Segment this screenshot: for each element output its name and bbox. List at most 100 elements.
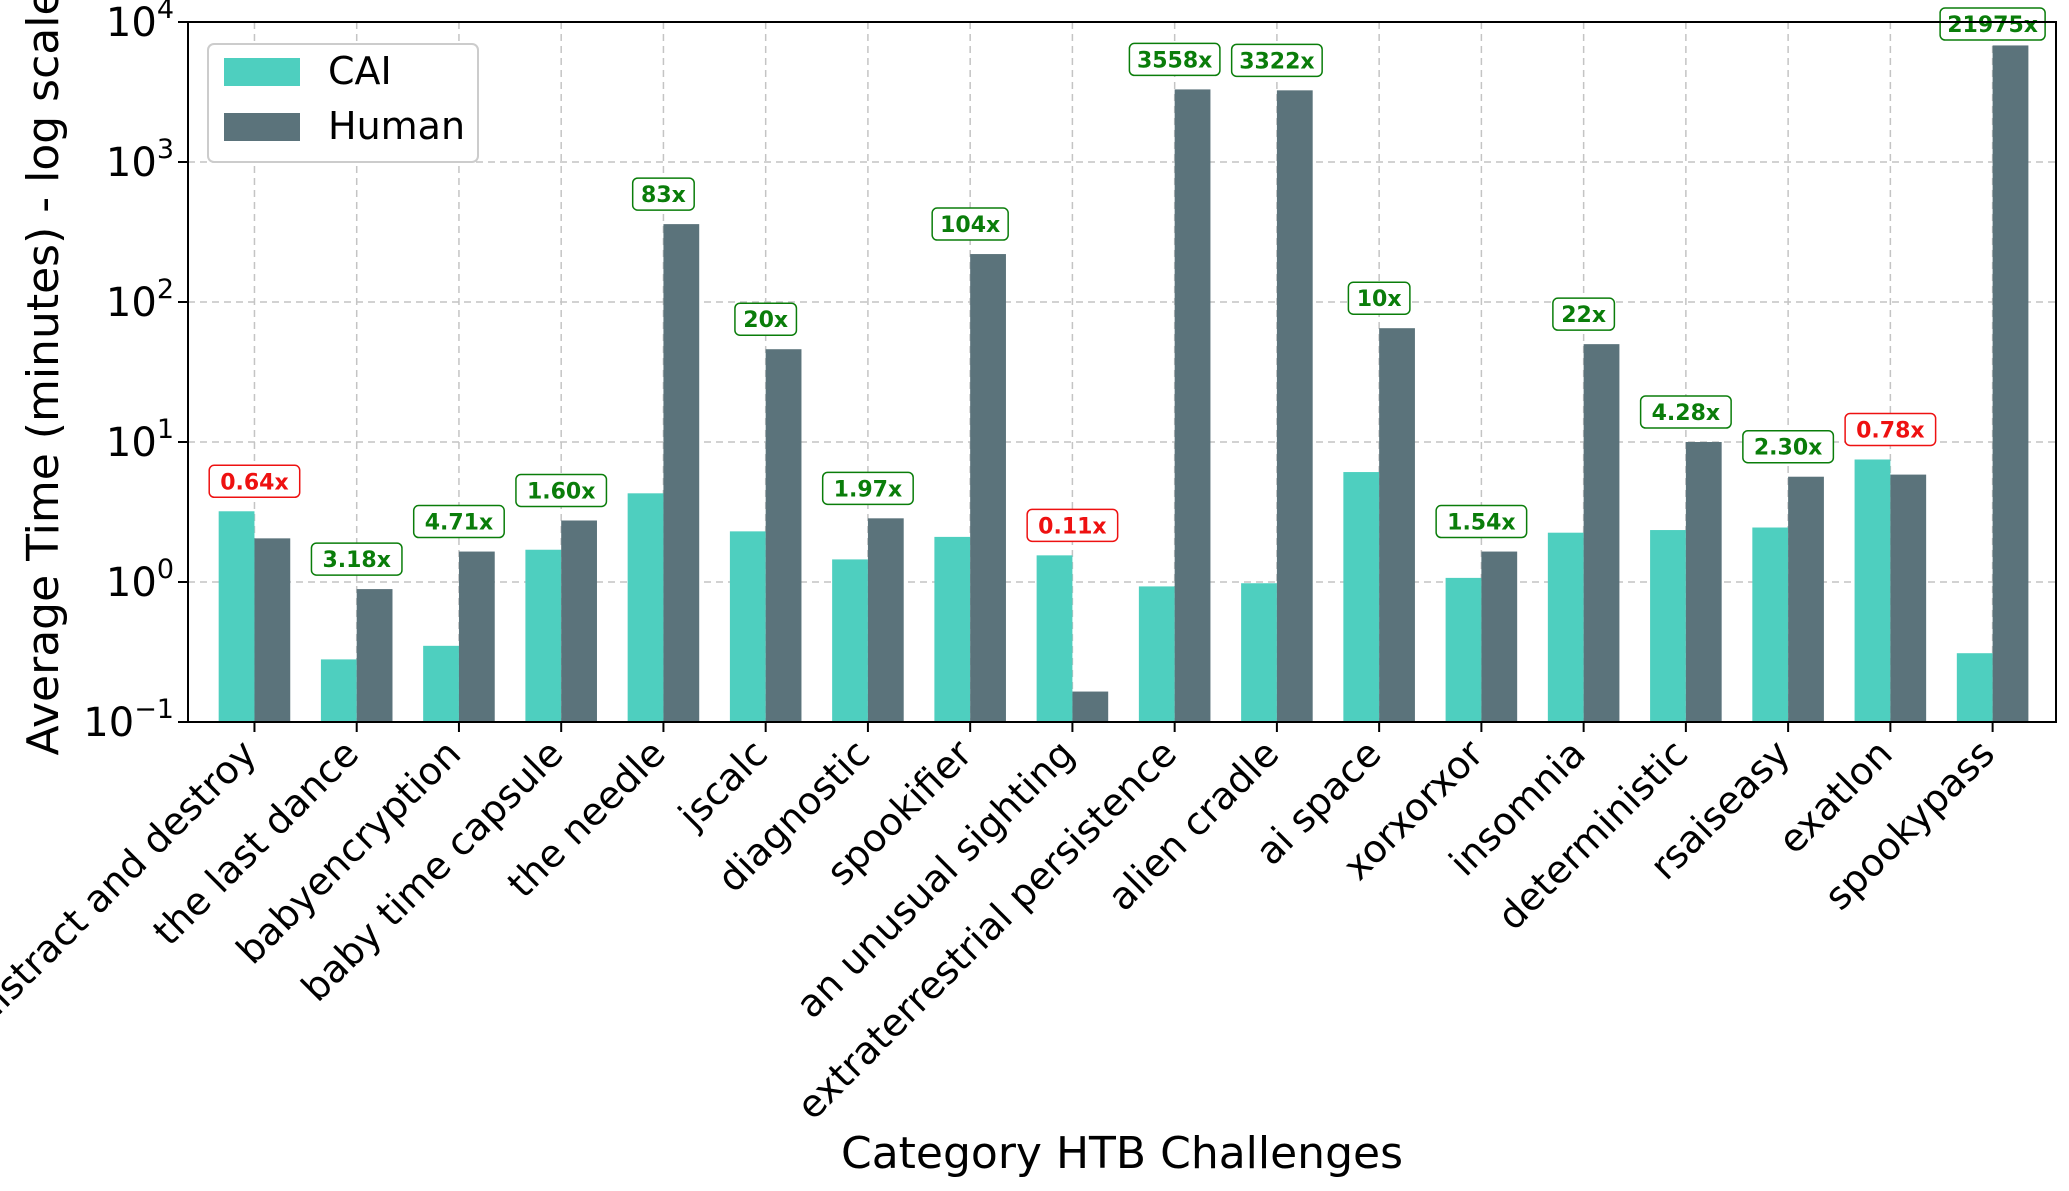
bar-cai bbox=[934, 536, 971, 722]
bar-cai bbox=[1343, 472, 1380, 722]
bar-cai bbox=[525, 549, 562, 722]
ratio-label: 3558x bbox=[1128, 42, 1221, 77]
bar-cai bbox=[423, 645, 459, 722]
ratio-label-text: 3558x bbox=[1137, 48, 1212, 73]
ratio-label-box bbox=[1347, 281, 1411, 315]
ratio-label-box bbox=[1128, 42, 1221, 77]
ratio-label-text: 4.28x bbox=[1652, 401, 1720, 426]
bar-cai bbox=[729, 531, 766, 722]
ratio-label-text: 1.54x bbox=[1447, 511, 1515, 536]
ratio-label: 22x bbox=[1552, 297, 1616, 331]
bar-human bbox=[867, 518, 904, 722]
ratio-label-box bbox=[208, 464, 301, 499]
y-tick-label: 102 bbox=[106, 274, 174, 326]
ratio-label-box bbox=[931, 207, 1009, 241]
ratio-label-box bbox=[515, 473, 608, 508]
y-tick-label: 103 bbox=[106, 134, 174, 186]
bar-cai bbox=[1854, 459, 1891, 722]
bar-human bbox=[765, 349, 802, 722]
bar-human bbox=[1583, 344, 1620, 722]
x-axis-title: Category HTB Challenges bbox=[841, 1128, 1403, 1179]
bar-human bbox=[254, 538, 291, 722]
bar-cai bbox=[1138, 586, 1175, 722]
bar-human bbox=[1890, 474, 1927, 722]
ratio-label-text: 0.11x bbox=[1038, 514, 1106, 539]
ratio-label-text: 1.60x bbox=[527, 479, 595, 504]
bar-cai bbox=[627, 493, 664, 722]
legend-label-cai: CAI bbox=[328, 49, 392, 93]
ratio-label-text: 22x bbox=[1561, 303, 1606, 328]
bar-human bbox=[663, 224, 700, 722]
ratio-label-text: 0.64x bbox=[220, 470, 288, 495]
y-tick-label: 101 bbox=[106, 414, 174, 466]
legend-swatch-human bbox=[224, 113, 300, 141]
bar-cai bbox=[1956, 653, 1993, 722]
bar-human bbox=[1276, 90, 1313, 723]
bar-cai bbox=[1752, 527, 1789, 722]
legend-swatch-cai bbox=[224, 58, 300, 86]
bar-cai bbox=[1547, 532, 1584, 722]
bar-cai bbox=[1036, 555, 1073, 722]
bar-cai bbox=[1650, 530, 1686, 722]
ratio-label-text: 21975x bbox=[1947, 13, 2038, 38]
ratio-label: 0.78x bbox=[1844, 412, 1937, 447]
ratio-label-box bbox=[1742, 429, 1835, 464]
ratio-label: 1.60x bbox=[515, 473, 608, 508]
ratio-label-box bbox=[1230, 43, 1323, 78]
bar-human bbox=[1379, 328, 1415, 722]
ratio-label: 3.18x bbox=[310, 542, 403, 576]
bar-human bbox=[458, 551, 495, 722]
bar-cai bbox=[218, 511, 255, 722]
ratio-label-box bbox=[1026, 508, 1119, 543]
ratio-label-box bbox=[1939, 7, 2046, 41]
bar-human bbox=[1174, 89, 1211, 722]
y-axis: 10−1 100 101 102 103 104 bbox=[83, 0, 188, 746]
ratio-label: 4.28x bbox=[1639, 395, 1732, 429]
ratio-label-text: 104x bbox=[940, 213, 1000, 238]
bars bbox=[218, 45, 2029, 723]
ratio-label-box bbox=[1844, 412, 1937, 447]
bar-cai bbox=[1241, 583, 1277, 722]
bar-human bbox=[1072, 691, 1109, 722]
ratio-label: 4.71x bbox=[412, 504, 505, 539]
ratio-label: 1.54x bbox=[1435, 504, 1528, 539]
ratio-label: 20x bbox=[734, 302, 798, 336]
ratio-label-box bbox=[631, 177, 695, 211]
bar-human bbox=[1788, 476, 1824, 722]
ratio-label-box bbox=[734, 302, 798, 336]
ratio-label: 3322x bbox=[1230, 43, 1323, 78]
ratio-label: 83x bbox=[631, 177, 695, 211]
ratio-label: 104x bbox=[931, 207, 1009, 241]
ratio-label-box bbox=[1639, 395, 1732, 429]
legend-label-human: Human bbox=[328, 104, 465, 148]
ratio-label-text: 4.71x bbox=[425, 511, 493, 536]
ratio-label-box bbox=[412, 504, 505, 539]
bar-human bbox=[1685, 442, 1722, 722]
bar-cai bbox=[832, 559, 868, 722]
ratio-label: 0.11x bbox=[1026, 508, 1119, 543]
y-axis-title: Average Time (minutes) - log scale bbox=[18, 0, 69, 756]
bar-human bbox=[356, 589, 393, 722]
ratio-label-box bbox=[1552, 297, 1616, 331]
y-tick-label: 10−1 bbox=[83, 694, 174, 746]
ratio-label: 21975x bbox=[1939, 7, 2046, 41]
bar-human bbox=[561, 520, 597, 722]
y-tick-label: 100 bbox=[106, 554, 174, 606]
bar-human bbox=[1481, 551, 1518, 722]
bar-human bbox=[1992, 45, 2029, 723]
ratio-label-text: 2.30x bbox=[1754, 436, 1822, 461]
ratio-label: 10x bbox=[1347, 281, 1411, 315]
ratio-label-text: 0.78x bbox=[1856, 418, 1924, 443]
bar-cai bbox=[1445, 577, 1482, 722]
ratio-label-text: 1.97x bbox=[834, 477, 902, 502]
ratio-label-text: 3322x bbox=[1239, 49, 1314, 74]
plot-frame bbox=[187, 21, 2057, 723]
ratio-label-text: 3.18x bbox=[322, 548, 390, 573]
ratio-label-box bbox=[1435, 504, 1528, 539]
y-tick-label: 104 bbox=[106, 0, 174, 46]
ratio-label-box bbox=[310, 542, 403, 576]
ratio-label: 1.97x bbox=[821, 471, 914, 506]
ratio-label-text: 10x bbox=[1357, 287, 1402, 312]
